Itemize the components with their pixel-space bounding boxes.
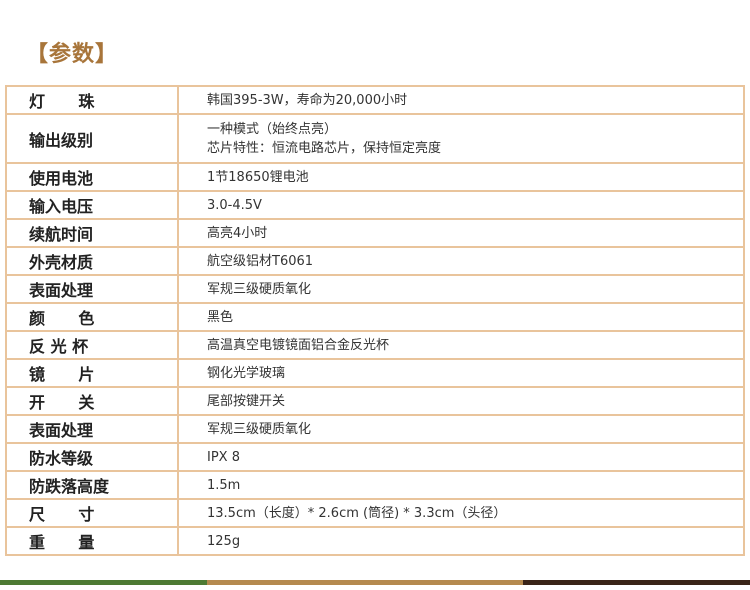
- spec-row: 输入电压 3.0-4.5V: [5, 190, 745, 220]
- spec-value-line: 一种模式（始终点亮）: [207, 121, 338, 137]
- spec-row: 表面处理 军规三级硬质氧化: [5, 414, 745, 444]
- spec-label: 续航时间: [5, 218, 179, 248]
- spec-row: 防水等级 IPX 8: [5, 442, 745, 472]
- spec-label: 表面处理: [5, 414, 179, 444]
- spec-value: 航空级铝材T6061: [177, 246, 745, 276]
- spec-value: 13.5cm（长度）* 2.6cm (筒径) * 3.3cm（头径）: [177, 498, 745, 528]
- spec-value-line: 芯片特性：恒流电路芯片，保持恒定亮度: [207, 140, 442, 156]
- footer-bar-green: [0, 580, 207, 585]
- spec-table: 灯 珠 韩国395-3W，寿命为20,000小时输出级别 一种模式（始终点亮） 芯片特…: [5, 85, 745, 556]
- spec-value: 高温真空电镀镜面铝合金反光杯: [177, 330, 745, 360]
- spec-value: 钢化光学玻璃: [177, 358, 745, 388]
- spec-value-line: 钢化光学玻璃: [207, 365, 286, 381]
- footer-bar-dark: [523, 580, 750, 585]
- spec-label: 表面处理: [5, 274, 179, 304]
- spec-value: 3.0-4.5V: [177, 190, 745, 220]
- spec-value: 黑色: [177, 302, 745, 332]
- spec-value: 125g: [177, 526, 745, 556]
- spec-value-line: 航空级铝材T6061: [207, 253, 314, 269]
- spec-row: 续航时间 高亮4小时: [5, 218, 745, 248]
- spec-value: 军规三级硬质氧化: [177, 274, 745, 304]
- spec-row: 反 光 杯 高温真空电镀镜面铝合金反光杯: [5, 330, 745, 360]
- spec-row: 灯 珠 韩国395-3W，寿命为20,000小时: [5, 85, 745, 115]
- section-title: 【参数】: [26, 42, 119, 67]
- spec-value-line: 军规三级硬质氧化: [207, 421, 312, 437]
- spec-value-line: 尾部按键开关: [207, 393, 286, 409]
- spec-row: 镜 片 钢化光学玻璃: [5, 358, 745, 388]
- footer-bar-tan: [207, 580, 523, 585]
- spec-row: 重 量 125g: [5, 526, 745, 556]
- spec-label: 颜 色: [5, 302, 179, 332]
- spec-value-line: IPX 8: [207, 449, 240, 465]
- spec-row: 外壳材质 航空级铝材T6061: [5, 246, 745, 276]
- spec-label: 反 光 杯: [5, 330, 179, 360]
- spec-row: 输出级别 一种模式（始终点亮） 芯片特性：恒流电路芯片，保持恒定亮度: [5, 113, 745, 164]
- spec-label: 灯 珠: [5, 85, 179, 115]
- spec-value-line: 125g: [207, 533, 241, 549]
- spec-row: 防跌落高度 1.5m: [5, 470, 745, 500]
- spec-value-line: 3.0-4.5V: [207, 197, 262, 213]
- spec-value-line: 1.5m: [207, 477, 241, 493]
- spec-value: 韩国395-3W，寿命为20,000小时: [177, 85, 745, 115]
- spec-label: 使用电池: [5, 162, 179, 192]
- spec-value-line: 军规三级硬质氧化: [207, 281, 312, 297]
- spec-value-line: 高温真空电镀镜面铝合金反光杯: [207, 337, 390, 353]
- spec-value: 1.5m: [177, 470, 745, 500]
- spec-value: 一种模式（始终点亮） 芯片特性：恒流电路芯片，保持恒定亮度: [177, 113, 745, 164]
- spec-row: 尺 寸 13.5cm（长度）* 2.6cm (筒径) * 3.3cm（头径）: [5, 498, 745, 528]
- spec-row: 使用电池 1节18650锂电池: [5, 162, 745, 192]
- spec-value: IPX 8: [177, 442, 745, 472]
- spec-value-line: 高亮4小时: [207, 225, 268, 241]
- spec-label: 镜 片: [5, 358, 179, 388]
- spec-label: 防水等级: [5, 442, 179, 472]
- spec-label: 输入电压: [5, 190, 179, 220]
- spec-value: 1节18650锂电池: [177, 162, 745, 192]
- spec-value: 高亮4小时: [177, 218, 745, 248]
- spec-value-line: 黑色: [207, 309, 234, 325]
- spec-value: 尾部按键开关: [177, 386, 745, 416]
- spec-value-line: 1节18650锂电池: [207, 169, 309, 185]
- spec-label: 输出级别: [5, 113, 179, 164]
- spec-label: 防跌落高度: [5, 470, 179, 500]
- spec-label: 开 关: [5, 386, 179, 416]
- spec-value-line: 韩国395-3W，寿命为20,000小时: [207, 92, 408, 108]
- spec-row: 开 关 尾部按键开关: [5, 386, 745, 416]
- spec-value: 军规三级硬质氧化: [177, 414, 745, 444]
- spec-value-line: 13.5cm（长度）* 2.6cm (筒径) * 3.3cm（头径）: [207, 505, 507, 521]
- spec-label: 尺 寸: [5, 498, 179, 528]
- spec-label: 外壳材质: [5, 246, 179, 276]
- spec-row: 表面处理 军规三级硬质氧化: [5, 274, 745, 304]
- spec-label: 重 量: [5, 526, 179, 556]
- spec-row: 颜 色 黑色: [5, 302, 745, 332]
